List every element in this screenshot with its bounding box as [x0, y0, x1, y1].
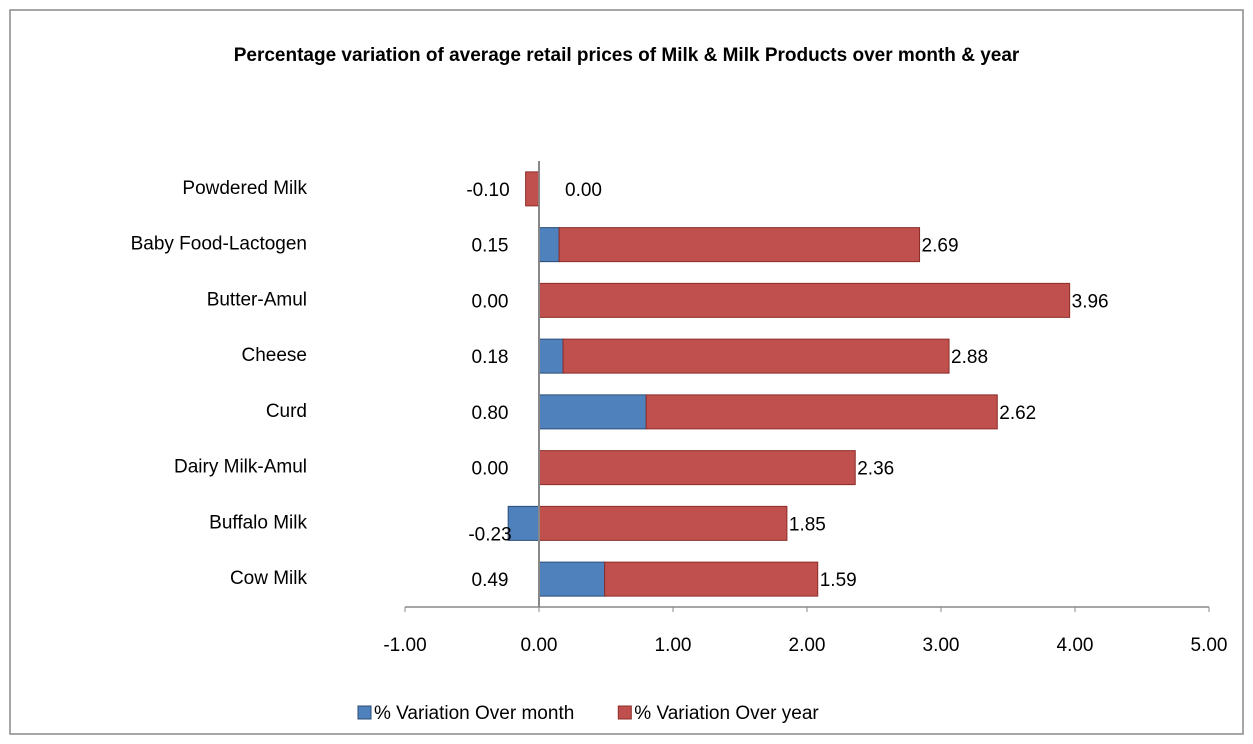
y-tick-label: Buffalo Milk: [209, 512, 307, 533]
x-tick-label: 2.00: [789, 635, 826, 656]
bar: [538, 338, 564, 374]
y-tick-label: Butter-Amul: [207, 289, 307, 310]
bar: [645, 394, 998, 430]
bar: [538, 227, 560, 263]
bar: [538, 282, 1071, 318]
chart-title: Percentage variation of average retail p…: [233, 45, 1020, 66]
bar: [507, 505, 540, 541]
data-label: 3.96: [1072, 291, 1109, 312]
data-label: 0.00: [565, 180, 602, 201]
x-tick-label: 3.00: [923, 635, 960, 656]
x-tick-label: 0.00: [521, 635, 558, 656]
bar: [525, 171, 540, 207]
bar: [558, 227, 921, 263]
data-label: 2.88: [951, 347, 988, 368]
x-tick-label: 4.00: [1057, 635, 1094, 656]
data-label: 0.80: [472, 403, 509, 424]
legend-label: % Variation Over year: [634, 703, 819, 724]
data-label: 0.15: [472, 236, 509, 257]
data-label: -0.10: [466, 180, 509, 201]
y-tick-label: Dairy Milk-Amul: [174, 457, 307, 478]
y-tick-label: Baby Food-Lactogen: [131, 234, 307, 255]
legend-swatch: [617, 705, 632, 720]
y-tick-label: Powdered Milk: [182, 178, 307, 199]
data-label: -0.23: [468, 524, 511, 545]
bar: [538, 561, 606, 597]
bar: [538, 450, 856, 486]
y-tick-label: Cheese: [242, 345, 308, 366]
data-label: 2.69: [922, 236, 959, 257]
x-tick-label: -1.00: [383, 635, 426, 656]
legend-swatch: [357, 705, 372, 720]
data-label: 0.00: [472, 291, 509, 312]
bar: [604, 561, 819, 597]
y-tick-label: Cow Milk: [230, 568, 308, 589]
legend-label: % Variation Over month: [374, 703, 574, 724]
x-tick-label: 1.00: [655, 635, 692, 656]
y-tick-label: Curd: [266, 401, 307, 422]
data-label: 1.59: [820, 570, 857, 591]
bar: [562, 338, 950, 374]
data-label: 2.36: [857, 459, 894, 480]
data-label: 2.62: [999, 403, 1036, 424]
x-tick-label: 5.00: [1191, 635, 1228, 656]
bar: [538, 505, 788, 541]
data-label: 0.49: [472, 570, 509, 591]
data-label: 1.85: [789, 514, 826, 535]
data-label: 0.18: [472, 347, 509, 368]
data-label: 0.00: [472, 459, 509, 480]
bar: [538, 394, 647, 430]
